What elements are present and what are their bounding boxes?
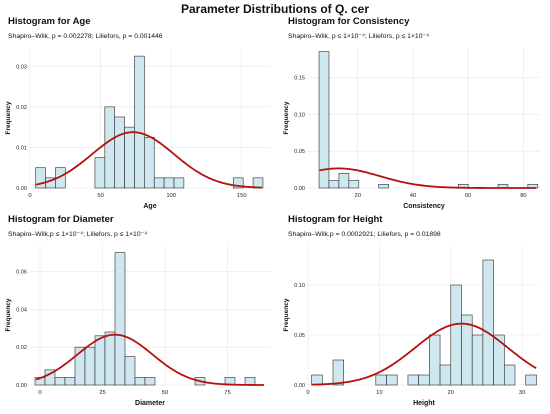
histogram-bar	[378, 184, 389, 189]
y-tick-label: 0.00	[16, 383, 27, 389]
histogram-bar	[407, 374, 419, 386]
histogram-bar	[153, 177, 165, 189]
histogram-bar	[124, 126, 135, 189]
x-tick-label: 60	[465, 193, 471, 199]
x-axis-label: Consistency	[403, 203, 445, 210]
y-tick-label: 0.10	[294, 112, 305, 118]
histogram-panel: Histogram for Age Shapiro–Wilk, p = 0.002…	[5, 16, 270, 210]
histogram-bar	[114, 116, 125, 189]
histogram-panel: Histogram for Diameter Shapiro–Wilk,p ≤ 1…	[5, 214, 270, 407]
normal-curve	[35, 333, 264, 386]
x-tick-label: 0	[38, 390, 41, 396]
histogram-bar	[94, 157, 106, 189]
x-axis-label: Height	[413, 400, 435, 407]
y-tick-label: 0.03	[16, 64, 27, 70]
y-tick-label: 0.04	[16, 307, 27, 313]
histogram-bar	[94, 335, 106, 386]
y-tick-label: 0.06	[16, 269, 27, 275]
y-axis-label: Frequency	[283, 101, 290, 134]
x-tick-label: 100	[166, 193, 176, 199]
histogram-bar	[134, 377, 146, 386]
histogram-bar	[144, 136, 155, 189]
y-axis-label: Frequency	[283, 298, 290, 331]
histogram-bar	[525, 374, 537, 386]
normal-curve	[311, 322, 537, 386]
panel-title: Histogram for Age	[8, 16, 91, 27]
histogram-bar	[418, 374, 430, 386]
histogram-bar	[124, 356, 136, 386]
histogram-bar	[471, 334, 484, 386]
x-tick-label: 30	[519, 390, 525, 396]
y-axis-label: Frequency	[5, 298, 12, 331]
histogram-bar	[134, 55, 145, 189]
histogram-bar	[163, 177, 175, 189]
panel-subtitle: Shapiro–Wilk, p ≤ 1×10⁻⁴; Liliefors, p ≤…	[288, 33, 429, 40]
y-tick-label: 0.05	[294, 149, 305, 155]
x-tick-label: 25	[99, 390, 105, 396]
histogram-bar	[114, 252, 126, 386]
x-tick-label: 20	[354, 193, 360, 199]
histogram-bar	[493, 334, 505, 386]
x-tick-label: 75	[224, 390, 230, 396]
histogram-bar	[450, 284, 462, 386]
histogram-bar	[332, 359, 344, 386]
panel-title: Histogram for Diameter	[8, 214, 114, 225]
y-tick-label: 0.02	[16, 345, 27, 351]
y-tick-label: 0.00	[16, 186, 27, 192]
histogram-bar	[504, 364, 516, 386]
panel-title: Histogram for Height	[288, 214, 383, 225]
y-axis-label: Frequency	[5, 101, 12, 134]
histogram-bar	[439, 364, 452, 386]
y-tick-label: 0.10	[294, 283, 305, 289]
x-axis-label: Age	[143, 203, 156, 210]
histogram-bar	[64, 377, 76, 386]
histogram-bar	[104, 331, 116, 386]
histogram-bar	[328, 180, 340, 189]
histogram-bar	[348, 180, 360, 189]
y-tick-label: 0.00	[294, 383, 305, 389]
histogram-bar	[386, 374, 398, 386]
panel-subtitle: Shapiro–Wilk,p ≤ 1×10⁻⁴; Liliefors, p ≤ …	[8, 231, 147, 238]
histogram-bar	[482, 259, 494, 386]
normal-curve	[319, 167, 537, 189]
page-title: Parameter Distributions of Q. cer	[180, 2, 370, 16]
histogram-bar	[244, 377, 256, 386]
panel-subtitle: Shapiro–Wilk,p = 0.0002921; Liliefors, p…	[288, 231, 441, 238]
histogram-bar	[144, 377, 156, 386]
panel-title: Histogram for Consistency	[288, 16, 410, 27]
histogram-panel: Histogram for Height Shapiro–Wilk,p = 0.0…	[283, 214, 540, 407]
histogram-bar	[318, 51, 330, 189]
normal-curve	[35, 131, 263, 189]
y-tick-label: 0.02	[16, 105, 27, 111]
y-tick-label: 0.15	[294, 75, 305, 81]
histogram-bar	[375, 374, 387, 386]
panel-subtitle: Shapiro–Wilk, p = 0.002278; Liliefors, p…	[8, 33, 163, 40]
x-tick-label: 150	[237, 193, 247, 199]
histogram-bar	[338, 172, 350, 189]
x-tick-label: 50	[162, 390, 168, 396]
histogram-bar	[173, 177, 185, 189]
histogram-bar	[429, 334, 441, 386]
x-axis-label: Diameter	[135, 400, 165, 407]
histogram-bar	[232, 177, 244, 189]
y-tick-label: 0.05	[294, 333, 305, 339]
x-tick-label: 0	[28, 193, 31, 199]
x-tick-label: 40	[410, 193, 416, 199]
x-tick-label: 20	[448, 390, 454, 396]
y-tick-label: 0.00	[294, 186, 305, 192]
x-tick-label: 0	[306, 390, 309, 396]
x-tick-label: 80	[520, 193, 526, 199]
histogram-bar	[54, 377, 66, 386]
histogram-bar	[84, 346, 96, 386]
histogram-bar	[104, 106, 116, 189]
x-tick-label: 50	[97, 193, 103, 199]
histogram-panel: Histogram for Consistency Shapiro–Wilk, p…	[283, 16, 540, 210]
y-tick-label: 0.01	[16, 145, 27, 151]
x-tick-label: 10	[376, 390, 382, 396]
